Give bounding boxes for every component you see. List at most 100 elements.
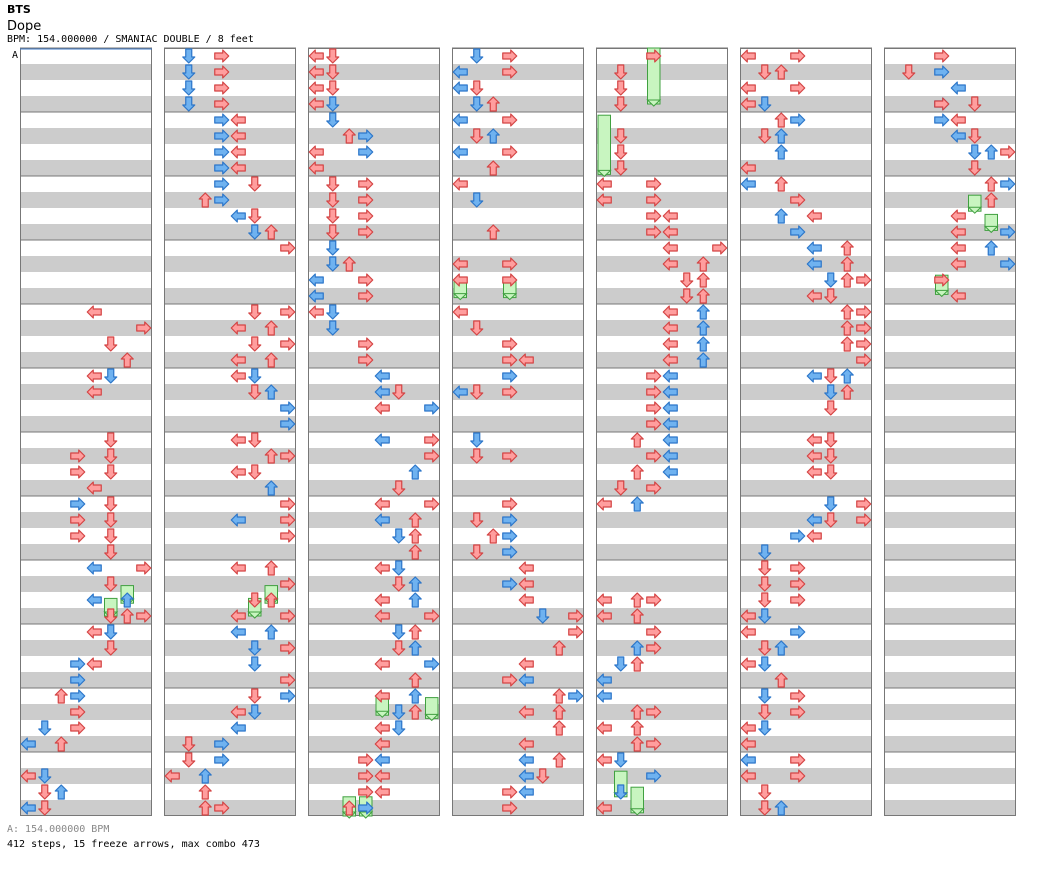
down-arrow — [248, 224, 262, 240]
left-arrow — [230, 609, 246, 623]
right-arrow — [646, 481, 662, 495]
down-arrow — [392, 528, 406, 544]
right-arrow — [568, 689, 584, 703]
left-arrow — [806, 289, 822, 303]
left-arrow — [308, 305, 324, 319]
right-arrow — [70, 705, 86, 719]
down-arrow — [248, 640, 262, 656]
up-arrow — [552, 704, 566, 720]
down-arrow — [248, 304, 262, 320]
left-arrow — [452, 305, 468, 319]
left-arrow — [230, 561, 246, 575]
up-arrow — [264, 560, 278, 576]
up-arrow — [840, 368, 854, 384]
up-arrow — [264, 384, 278, 400]
left-arrow — [662, 369, 678, 383]
right-arrow — [214, 193, 230, 207]
down-arrow — [182, 736, 196, 752]
down-arrow — [392, 560, 406, 576]
left-arrow — [230, 209, 246, 223]
down-arrow — [614, 656, 628, 672]
up-arrow — [120, 592, 134, 608]
right-arrow — [70, 673, 86, 687]
freeze-arrow-tail — [983, 225, 999, 234]
left-arrow — [374, 497, 390, 511]
down-arrow — [104, 448, 118, 464]
down-arrow — [824, 384, 838, 400]
left-arrow — [374, 385, 390, 399]
left-arrow — [308, 289, 324, 303]
down-arrow — [326, 80, 340, 96]
up-arrow — [774, 672, 788, 688]
right-arrow — [358, 801, 374, 815]
up-arrow — [342, 800, 356, 816]
up-arrow — [54, 688, 68, 704]
up-arrow — [264, 320, 278, 336]
right-arrow — [502, 369, 518, 383]
left-arrow — [596, 177, 612, 191]
up-arrow — [408, 544, 422, 560]
right-arrow — [502, 337, 518, 351]
left-arrow — [596, 609, 612, 623]
left-arrow — [518, 657, 534, 671]
right-arrow — [646, 641, 662, 655]
up-arrow — [840, 240, 854, 256]
down-arrow — [758, 704, 772, 720]
left-arrow — [662, 241, 678, 255]
down-arrow — [758, 656, 772, 672]
down-arrow — [614, 96, 628, 112]
left-arrow — [374, 753, 390, 767]
up-arrow — [486, 224, 500, 240]
right-arrow — [790, 225, 806, 239]
right-arrow — [358, 225, 374, 239]
left-arrow — [950, 81, 966, 95]
right-arrow — [70, 721, 86, 735]
left-arrow — [230, 113, 246, 127]
left-arrow — [740, 49, 756, 63]
up-arrow — [198, 784, 212, 800]
right-arrow — [790, 193, 806, 207]
right-arrow — [856, 353, 872, 367]
down-arrow — [104, 368, 118, 384]
down-arrow — [614, 80, 628, 96]
left-arrow — [518, 737, 534, 751]
right-arrow — [280, 609, 296, 623]
left-arrow — [20, 801, 36, 815]
right-arrow — [856, 305, 872, 319]
down-arrow — [392, 624, 406, 640]
down-arrow — [182, 64, 196, 80]
down-arrow — [104, 544, 118, 560]
left-arrow — [20, 769, 36, 783]
down-arrow — [248, 208, 262, 224]
left-arrow — [308, 81, 324, 95]
left-arrow — [230, 145, 246, 159]
freeze-arrow-tail — [424, 713, 440, 722]
left-arrow — [308, 273, 324, 287]
right-arrow — [934, 97, 950, 111]
right-arrow — [646, 769, 662, 783]
up-arrow — [408, 704, 422, 720]
left-arrow — [230, 321, 246, 335]
down-arrow — [392, 384, 406, 400]
down-arrow — [536, 768, 550, 784]
right-arrow — [70, 449, 86, 463]
left-arrow — [806, 257, 822, 271]
right-arrow — [280, 401, 296, 415]
right-arrow — [790, 689, 806, 703]
down-arrow — [104, 432, 118, 448]
left-arrow — [164, 769, 180, 783]
right-arrow — [1000, 225, 1016, 239]
up-arrow — [696, 336, 710, 352]
down-arrow — [824, 512, 838, 528]
down-arrow — [248, 704, 262, 720]
right-arrow — [790, 529, 806, 543]
up-arrow — [54, 736, 68, 752]
up-arrow — [552, 640, 566, 656]
left-arrow — [740, 721, 756, 735]
right-arrow — [790, 625, 806, 639]
right-arrow — [790, 593, 806, 607]
down-arrow — [680, 272, 694, 288]
down-arrow — [104, 496, 118, 512]
right-arrow — [712, 241, 728, 255]
down-arrow — [248, 432, 262, 448]
